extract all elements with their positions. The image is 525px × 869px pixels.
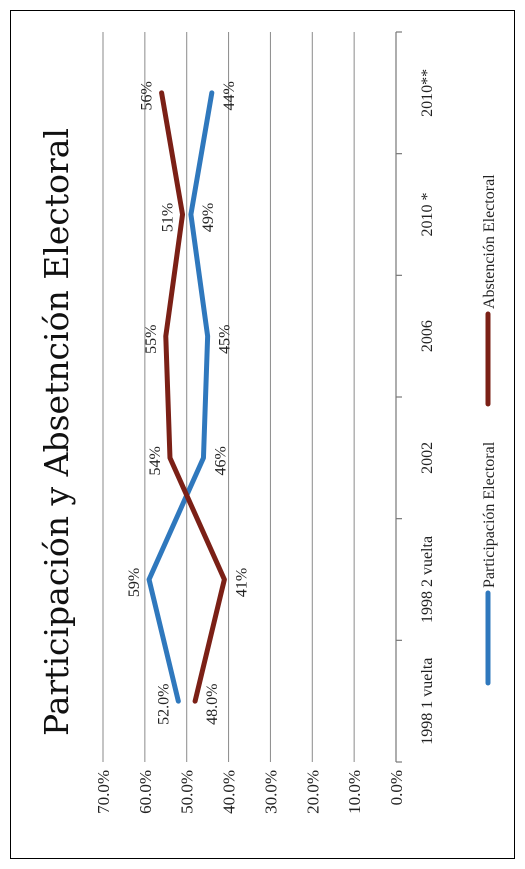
legend-label: Abstención Electoral — [481, 174, 498, 309]
grid-layer — [102, 32, 355, 762]
series-line-abstencion — [159, 90, 227, 704]
category-label: 2010** — [419, 69, 436, 117]
series-layer — [146, 90, 227, 704]
data-label: 46% — [212, 446, 229, 475]
y-tick-label: 20.0% — [303, 770, 322, 814]
category-label: 1998 1 vuelta — [419, 658, 436, 745]
chart-title: Participación y Absetnción Electoral — [37, 128, 76, 736]
y-tick-label: 60.0% — [136, 770, 155, 814]
y-tick-label: 40.0% — [220, 770, 239, 814]
chart-border — [10, 10, 515, 859]
data-label: 59% — [126, 568, 143, 597]
axis-layer: 0.0% 10.0% 20.0% 30.0% 40.0% 50.0% 60.0% 70.0% 1… — [94, 31, 436, 814]
data-label: 44% — [221, 81, 238, 110]
data-label: 49% — [200, 203, 217, 232]
label-layer: 52.0% 59% 46% 45% 49% 44% 48.0% 41% 54% 55% 51% 56% — [126, 81, 250, 725]
category-label: 2002 — [419, 442, 436, 474]
y-tick-label: 70.0% — [94, 770, 113, 814]
y-tick-label: 10.0% — [345, 770, 364, 814]
data-label: 48.0% — [204, 684, 221, 725]
category-label: 2006 — [419, 320, 436, 352]
data-label: 52.0% — [155, 684, 172, 725]
series-line-participacion — [146, 90, 215, 704]
y-tick-label: 30.0% — [261, 770, 280, 814]
data-label: 55% — [143, 325, 160, 354]
category-label: 1998 2 vuelta — [419, 536, 436, 623]
data-label: 41% — [233, 568, 250, 597]
data-label: 54% — [147, 446, 164, 475]
category-label: 2010 * — [419, 193, 436, 237]
legend: Participación Electoral Abstención Electo… — [481, 174, 498, 686]
legend-label: Participación Electoral — [481, 441, 498, 588]
data-label: 56% — [139, 81, 156, 110]
y-tick-label: 50.0% — [178, 770, 197, 814]
data-label: 45% — [217, 325, 234, 354]
y-tick-label: 0.0% — [387, 770, 406, 805]
data-label: 51% — [160, 203, 177, 232]
